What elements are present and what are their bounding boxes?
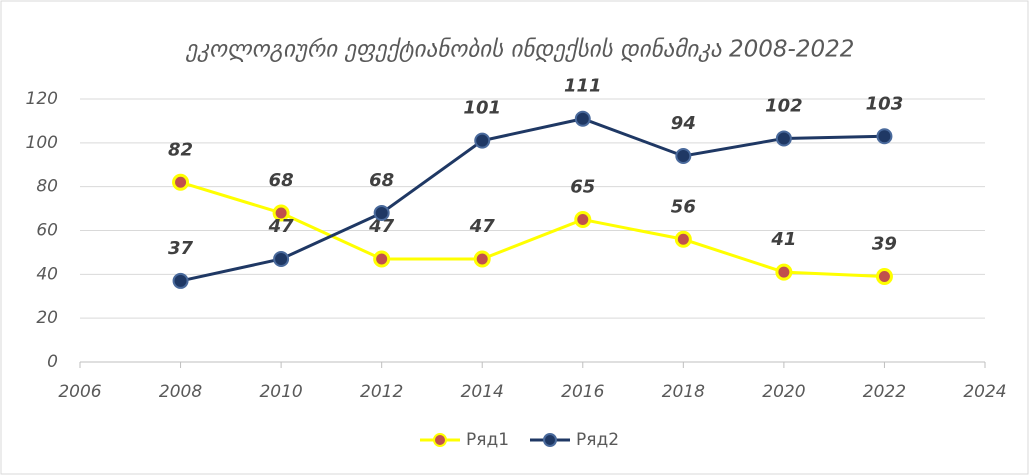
data-label: 41 [770,229,796,250]
data-label: 39 [872,234,897,255]
data-label: 68 [369,170,394,191]
series-marker [272,204,290,222]
series-marker [373,250,391,268]
y-tick-label: 80 [36,177,58,197]
series-line [180,117,885,283]
data-label: 102 [765,95,803,116]
data-label: 47 [469,216,496,237]
data-label: 101 [463,98,501,119]
legend-marker [543,433,557,447]
series-marker [775,263,793,281]
data-label: 37 [168,238,194,259]
series-marker [876,128,893,145]
series-marker [574,211,592,229]
data-label: 82 [168,139,193,160]
x-tick-label: 2014 [461,382,504,402]
legend-label: Ряд1 [466,430,509,450]
x-tick-label: 2010 [259,382,302,402]
series-marker [674,230,692,248]
y-tick-label: 0 [47,352,58,372]
y-tick-label: 120 [26,89,58,109]
series-marker [473,250,491,268]
series-line [180,180,885,279]
y-tick-label: 40 [36,264,58,284]
data-label: 47 [368,216,395,237]
chart-title: ეკოლოგიური ეფექტიანობის ინდექსის დინამიკ… [185,37,855,63]
x-tick-label: 2012 [360,382,403,402]
x-tick-label: 2022 [863,382,906,402]
series-marker [574,110,591,127]
x-tick-label: 2018 [662,382,705,402]
legend-label: Ряд2 [576,430,619,450]
series-marker [775,130,792,147]
data-label: 47 [268,216,295,237]
data-label: 65 [570,177,595,198]
series-marker [875,268,893,286]
x-tick-label: 2016 [561,382,604,402]
x-tick-label: 2020 [762,382,805,402]
x-tick-label: 2008 [159,382,202,402]
series-marker [172,173,190,191]
data-label: 94 [671,113,696,134]
series-marker [273,250,290,267]
x-tick-label: 2006 [58,382,101,402]
y-tick-label: 100 [26,133,58,153]
series-marker [172,272,189,289]
series-marker [373,204,390,221]
data-label: 103 [866,93,904,114]
y-tick-label: 60 [36,221,58,241]
data-label: 111 [564,76,602,97]
series-marker [675,147,692,164]
x-tick-label: 2024 [963,382,1006,402]
data-label: 68 [269,170,294,191]
data-label: 56 [671,196,696,217]
y-tick-label: 20 [36,308,58,328]
legend-marker [433,433,447,447]
series-marker [474,132,491,149]
